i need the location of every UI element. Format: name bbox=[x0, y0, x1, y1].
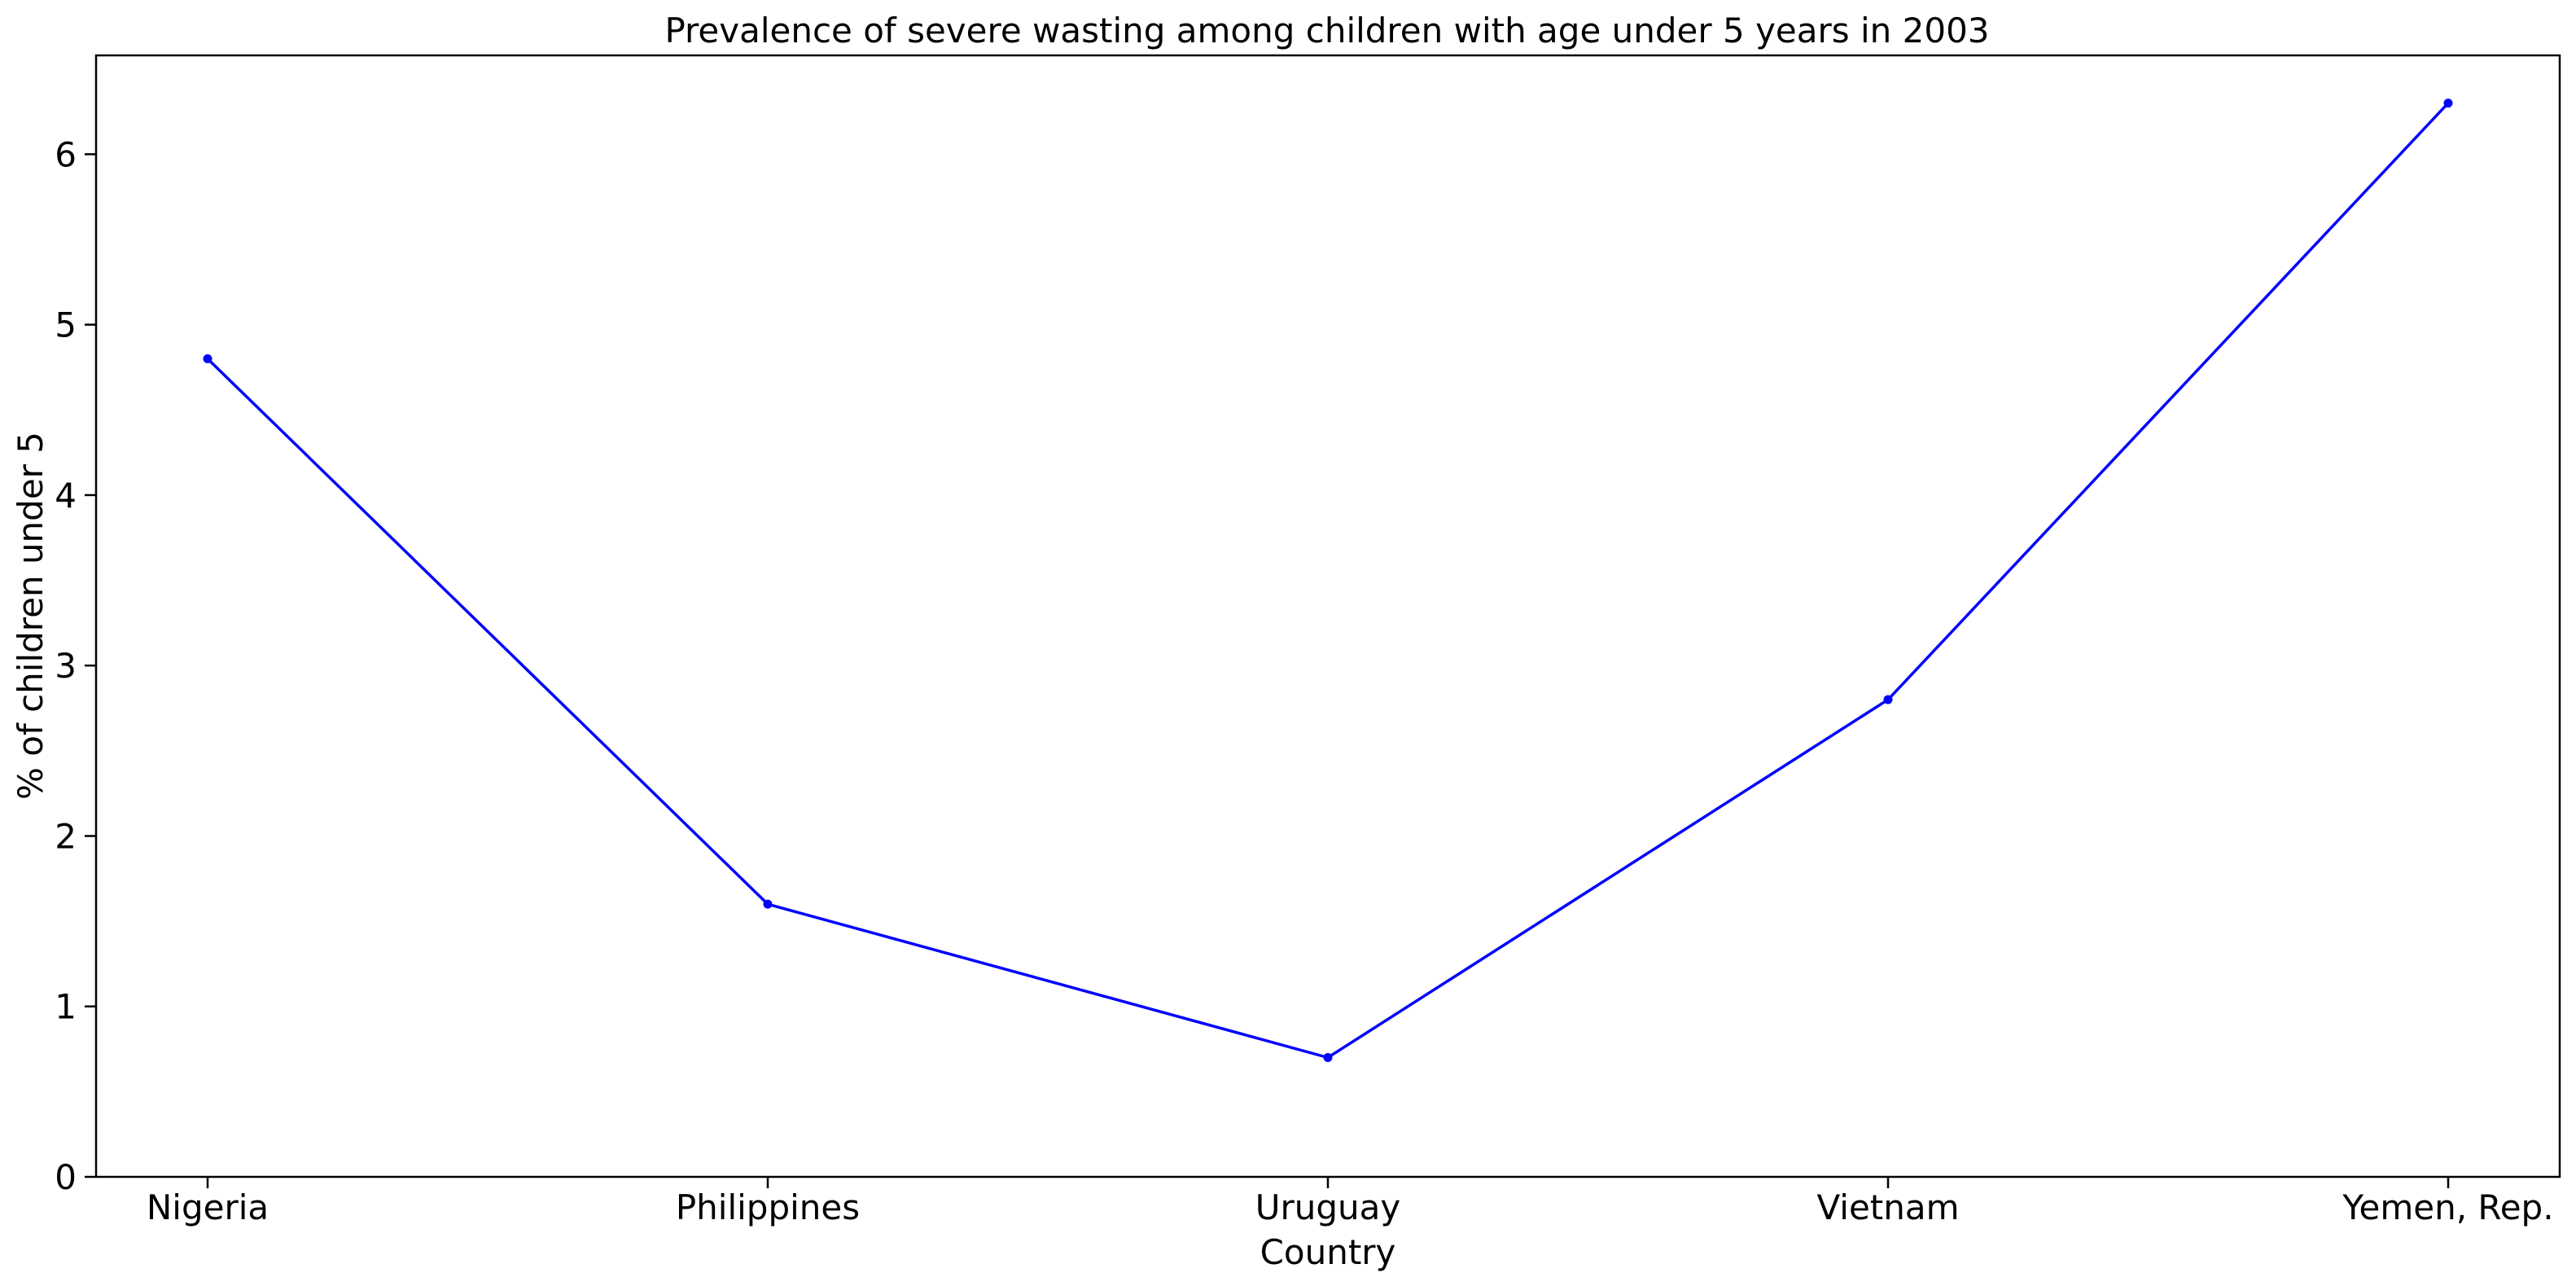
data-point bbox=[203, 354, 212, 364]
y-tick-label: 4 bbox=[55, 476, 77, 516]
data-point bbox=[763, 899, 773, 909]
y-tick-label: 6 bbox=[55, 134, 77, 174]
y-tick-label: 5 bbox=[55, 305, 77, 345]
y-tick-label: 1 bbox=[55, 987, 77, 1027]
data-point bbox=[1323, 1053, 1333, 1063]
x-tick-label: Philippines bbox=[676, 1187, 860, 1227]
chart-title: Prevalence of severe wasting among child… bbox=[664, 11, 1989, 50]
x-tick-label: Nigeria bbox=[147, 1187, 269, 1227]
y-tick-label: 0 bbox=[55, 1157, 77, 1197]
x-tick-label: Vietnam bbox=[1816, 1187, 1959, 1227]
data-point bbox=[2443, 99, 2453, 108]
y-axis-label: % of children under 5 bbox=[11, 432, 50, 800]
x-axis-label: Country bbox=[1260, 1232, 1396, 1272]
x-tick-label: Uruguay bbox=[1255, 1187, 1401, 1227]
y-tick-label: 3 bbox=[55, 646, 77, 686]
y-tick-label: 2 bbox=[55, 816, 77, 856]
plot-frame bbox=[94, 54, 2561, 1178]
x-tick-label: Yemen, Rep. bbox=[2342, 1187, 2553, 1227]
data-point bbox=[1883, 695, 1893, 704]
series-line bbox=[206, 102, 2450, 1060]
plot-area bbox=[203, 99, 2453, 1063]
